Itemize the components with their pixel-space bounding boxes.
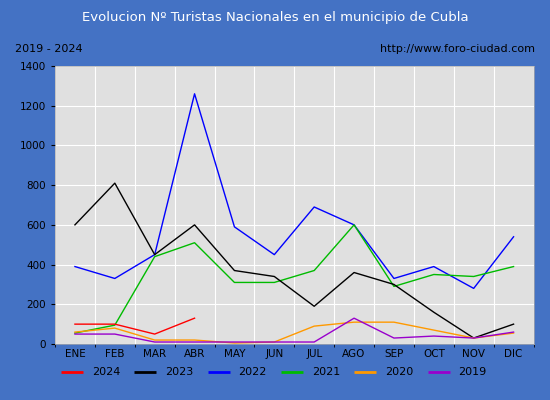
Text: 2019: 2019 [458,367,487,377]
Text: Evolucion Nº Turistas Nacionales en el municipio de Cubla: Evolucion Nº Turistas Nacionales en el m… [82,12,468,24]
Text: 2019 - 2024: 2019 - 2024 [15,44,83,54]
Text: 2021: 2021 [312,367,340,377]
Text: http://www.foro-ciudad.com: http://www.foro-ciudad.com [380,44,535,54]
Text: 2022: 2022 [238,367,267,377]
Text: 2020: 2020 [385,367,413,377]
Text: 2024: 2024 [92,367,120,377]
Text: 2023: 2023 [165,367,193,377]
